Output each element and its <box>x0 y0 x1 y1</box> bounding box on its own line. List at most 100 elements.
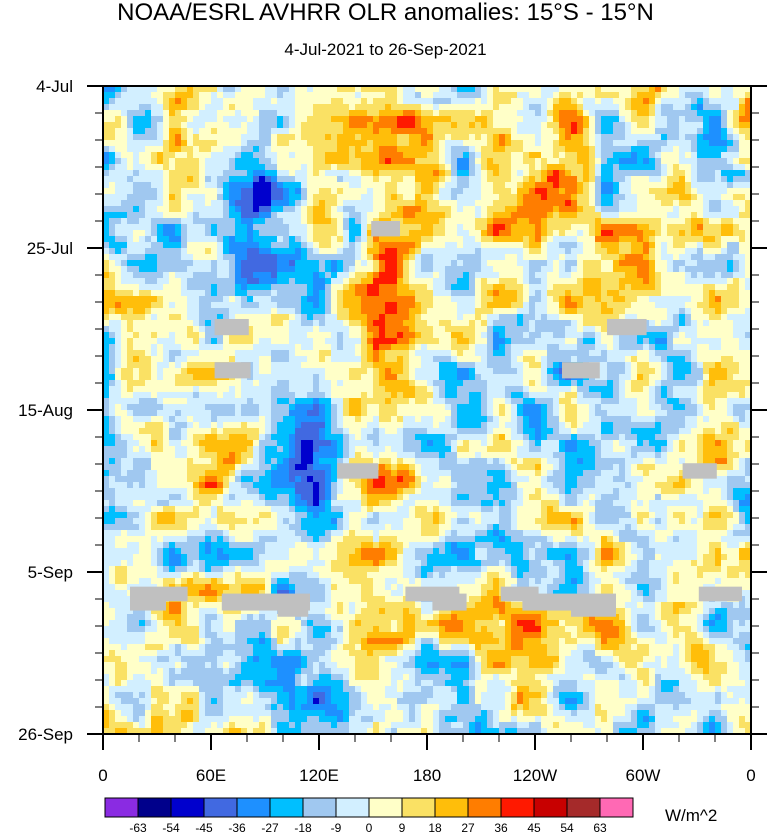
anomaly-cell <box>601 110 608 117</box>
anomaly-cell <box>259 314 266 321</box>
anomaly-cell <box>511 278 518 285</box>
anomaly-cell <box>295 152 302 159</box>
anomaly-cell <box>577 176 584 183</box>
anomaly-cell <box>499 176 506 183</box>
anomaly-cell <box>145 98 152 105</box>
anomaly-cell <box>667 188 674 195</box>
anomaly-cell <box>199 278 206 285</box>
anomaly-cell <box>271 332 278 339</box>
anomaly-cell <box>577 230 584 237</box>
anomaly-cell <box>505 302 512 309</box>
anomaly-cell <box>301 194 308 201</box>
anomaly-cell <box>169 98 176 105</box>
anomaly-cell <box>487 290 494 297</box>
anomaly-cell <box>553 86 560 93</box>
anomaly-cell <box>481 206 488 213</box>
anomaly-cell <box>157 212 164 219</box>
anomaly-cell <box>463 176 470 183</box>
anomaly-cell <box>547 260 554 267</box>
anomaly-cell <box>367 200 374 207</box>
anomaly-cell <box>283 302 290 309</box>
anomaly-cell <box>511 284 518 291</box>
anomaly-cell <box>463 284 470 291</box>
anomaly-cell <box>607 188 614 195</box>
anomaly-cell <box>697 212 704 219</box>
anomaly-cell <box>487 152 494 159</box>
anomaly-cell <box>265 146 272 153</box>
anomaly-cell <box>133 350 140 357</box>
anomaly-cell <box>697 116 704 123</box>
anomaly-cell <box>283 146 290 153</box>
anomaly-cell <box>313 230 320 237</box>
anomaly-cell <box>253 140 260 147</box>
anomaly-cell <box>445 182 452 189</box>
anomaly-cell <box>349 236 356 243</box>
anomaly-cell <box>475 260 482 267</box>
anomaly-cell <box>403 86 410 93</box>
anomaly-cell <box>181 290 188 297</box>
anomaly-cell <box>217 212 224 219</box>
anomaly-cell <box>157 314 164 321</box>
anomaly-cell <box>283 314 290 321</box>
anomaly-cell <box>517 230 524 237</box>
anomaly-cell <box>673 164 680 171</box>
anomaly-cell <box>415 158 422 165</box>
anomaly-cell <box>499 344 506 351</box>
anomaly-cell <box>247 248 254 255</box>
anomaly-cell <box>403 170 410 177</box>
anomaly-cell <box>187 356 194 363</box>
anomaly-cell <box>619 122 626 129</box>
anomaly-cell <box>535 212 542 219</box>
anomaly-cell <box>271 176 278 183</box>
anomaly-cell <box>361 164 368 171</box>
anomaly-cell <box>145 146 152 153</box>
anomaly-cell <box>523 272 530 279</box>
anomaly-cell <box>199 194 206 201</box>
anomaly-cell <box>571 236 578 243</box>
anomaly-cell <box>475 350 482 357</box>
anomaly-cell <box>619 188 626 195</box>
anomaly-cell <box>583 242 590 249</box>
anomaly-cell <box>289 308 296 315</box>
anomaly-cell <box>727 206 734 213</box>
anomaly-cell <box>619 92 626 99</box>
anomaly-cell <box>379 302 386 309</box>
anomaly-cell <box>211 206 218 213</box>
anomaly-cell <box>619 248 626 255</box>
anomaly-cell <box>223 296 230 303</box>
anomaly-cell <box>589 116 596 123</box>
anomaly-cell <box>493 344 500 351</box>
anomaly-cell <box>565 350 572 357</box>
anomaly-cell <box>607 260 614 267</box>
anomaly-cell <box>553 170 560 177</box>
anomaly-cell <box>745 128 751 135</box>
anomaly-cell <box>457 104 464 111</box>
anomaly-cell <box>595 230 602 237</box>
anomaly-cell <box>157 218 164 225</box>
anomaly-cell <box>103 278 110 285</box>
anomaly-cell <box>103 218 110 225</box>
anomaly-cell <box>679 308 686 315</box>
anomaly-cell <box>553 338 560 345</box>
anomaly-cell <box>715 266 722 273</box>
anomaly-cell <box>535 302 542 309</box>
anomaly-cell <box>145 140 152 147</box>
anomaly-cell <box>181 206 188 213</box>
anomaly-cell <box>691 266 698 273</box>
anomaly-cell <box>553 146 560 153</box>
anomaly-cell <box>703 284 710 291</box>
anomaly-cell <box>133 290 140 297</box>
anomaly-cell <box>325 302 332 309</box>
anomaly-cell <box>493 104 500 111</box>
anomaly-cell <box>709 332 716 339</box>
anomaly-cell <box>325 116 332 123</box>
anomaly-cell <box>445 188 452 195</box>
anomaly-cell <box>175 350 182 357</box>
chart-title: NOAA/ESRL AVHRR OLR anomalies: 15°S - 15… <box>117 0 654 26</box>
anomaly-cell <box>403 128 410 135</box>
anomaly-cell <box>271 212 278 219</box>
anomaly-cell <box>475 284 482 291</box>
anomaly-cell <box>217 164 224 171</box>
anomaly-cell <box>733 260 740 267</box>
anomaly-cell <box>265 128 272 135</box>
